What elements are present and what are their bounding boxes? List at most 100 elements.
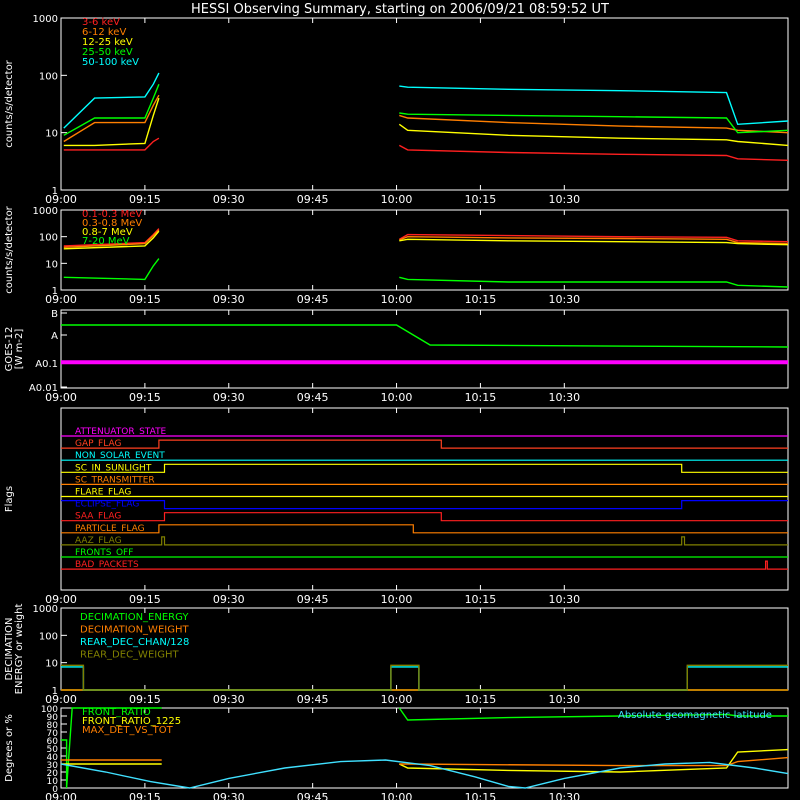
x-tick-label: 09:45	[297, 593, 329, 606]
y-tick-label: 1000	[33, 14, 58, 25]
x-tick-label: 10:30	[548, 593, 580, 606]
series-0-1-0-3-mev	[63, 228, 789, 247]
series-absolute-geomagnetic-latitude	[60, 759, 789, 789]
x-tick-label: 10:00	[381, 293, 413, 306]
series-line	[63, 228, 160, 247]
series-line	[63, 230, 160, 250]
series-12-25-kev	[63, 97, 789, 147]
series-gap-flag: GAP_FLAG	[61, 439, 788, 449]
y-tick-label: 100	[39, 71, 58, 82]
series-sc-in-sunlight: SC_IN_SUNLIGHT	[61, 463, 788, 473]
y-axis-label: GOES-12	[4, 327, 15, 372]
series-line	[60, 759, 789, 789]
y-tick-label: 1000	[33, 604, 58, 615]
y-tick-label: 100	[41, 705, 58, 715]
flag-trace	[61, 463, 788, 473]
series-front-ratio-1225	[61, 748, 789, 773]
y-tick-label: 90	[47, 713, 59, 723]
flag-label: ATTENUATOR_STATE	[75, 427, 167, 437]
plot-frame	[60, 309, 789, 389]
x-tick-label: 09:30	[213, 193, 245, 206]
series-line	[399, 114, 789, 134]
series-saa-flag: SAA_FLAG	[61, 512, 788, 522]
y-tick-label: A0.1	[35, 359, 58, 370]
series-line	[61, 324, 789, 348]
x-tick-label: 09:15	[129, 391, 161, 404]
x-tick-label: 10:15	[465, 391, 497, 404]
y-tick-label: 100	[39, 631, 58, 642]
x-tick-label: 10:30	[548, 193, 580, 206]
x-tick-label: 10:30	[548, 791, 580, 800]
series-line	[63, 83, 160, 136]
flag-label: FLARE_FLAG	[75, 488, 131, 498]
series-line	[399, 238, 789, 246]
series-0-3-0-8-mev	[63, 229, 789, 248]
x-tick-label: 09:30	[213, 791, 245, 800]
y-tick-label: A0.01	[29, 383, 58, 394]
flag-trace	[61, 536, 788, 546]
x-tick-label: 10:15	[465, 593, 497, 606]
x-tick-label: 09:15	[129, 693, 161, 706]
series-goes-1-8-a	[61, 324, 789, 348]
series-line	[399, 112, 789, 134]
legend-entry: 6-12 keV	[82, 27, 126, 38]
x-tick-label: 10:00	[381, 693, 413, 706]
flag-label: SC_IN_SUNLIGHT	[75, 463, 152, 473]
legend-entry: 12-25 keV	[82, 37, 133, 48]
flag-trace	[61, 560, 788, 570]
plot-frame	[60, 407, 789, 591]
x-tick-label: 09:45	[297, 293, 329, 306]
y-tick-label: 50	[47, 745, 59, 755]
y-tick-label: 1000	[33, 206, 58, 217]
y-tick-label: A	[51, 331, 58, 342]
series-line	[63, 229, 160, 248]
legend-entry: 25-50 keV	[82, 47, 133, 58]
x-tick-label: 10:30	[548, 693, 580, 706]
series-line	[63, 137, 160, 151]
y-tick-label: 100	[39, 233, 58, 244]
x-tick-label: 09:15	[129, 593, 161, 606]
legend-entry: 3-6 keV	[82, 17, 120, 28]
legend-entry: REAR_DEC_WEIGHT	[80, 650, 179, 661]
series-flare-flag: FLARE_FLAG	[61, 488, 788, 498]
series-aaz-flag: AAZ_FLAG	[61, 536, 788, 546]
series-line	[398, 144, 789, 161]
x-tick-label: 09:45	[297, 693, 329, 706]
x-tick-label: 09:30	[213, 391, 245, 404]
y-tick-label: 80	[47, 721, 59, 731]
y-axis-label: Degrees or %	[4, 714, 15, 782]
flag-label: SC_TRANSMITTER	[75, 475, 155, 485]
y-tick-label: 10	[47, 777, 59, 787]
y-tick-label: 0	[52, 785, 58, 795]
flag-label: AAZ_FLAG	[75, 536, 122, 546]
legend-entry: 0.8-7 MeV	[82, 227, 133, 238]
x-tick-label: 09:15	[129, 293, 161, 306]
flag-label: SAA_FLAG	[75, 512, 121, 522]
panels: 09:00 09:15 09:30 09:45 10:00 10:15 10:3011010…	[4, 14, 789, 800]
y-tick-label: 70	[47, 729, 59, 739]
legend-entry: FRONT_RATIO_1225	[82, 716, 181, 727]
flag-label: ECLIPSE_FLAG	[75, 500, 139, 510]
legend-entry: DECIMATION_ENERGY	[80, 612, 189, 623]
x-tick-label: 10:00	[381, 391, 413, 404]
series-rear-dec-weight	[61, 664, 788, 691]
series-sc-transmitter: SC_TRANSMITTER	[61, 475, 788, 485]
x-tick-label: 10:15	[465, 791, 497, 800]
y-tick-label: B	[51, 309, 58, 320]
legend-entry: REAR_DEC_CHAN/128	[80, 637, 189, 648]
legend-entry: 0.3-0.8 MeV	[82, 218, 142, 229]
x-tick-label: 09:15	[129, 193, 161, 206]
y-tick-label: 30	[47, 761, 59, 771]
y-axis-label: counts/s/detector	[4, 59, 15, 147]
panel-5: 09:00 09:15 09:30 09:45 10:00 10:15 10:30 1 10 10…	[4, 604, 789, 706]
legend-entry: DECIMATION_WEIGHT	[80, 625, 189, 636]
series-line	[399, 235, 789, 245]
panel-2: 09:00 09:15 09:30 09:45 10:00 10:15 10:30 1 10 10…	[4, 205, 789, 306]
x-tick-label: 09:00	[45, 693, 77, 706]
series-3-6-kev	[63, 137, 789, 161]
series-line	[63, 97, 160, 147]
flag-label: FRONTS_OFF	[75, 548, 133, 558]
panel-3: 09:00 09:15 09:30 09:45 10:00 10:15 10:30 BA A0.…	[4, 309, 789, 404]
series-line	[398, 123, 789, 147]
x-tick-label: 09:30	[213, 293, 245, 306]
